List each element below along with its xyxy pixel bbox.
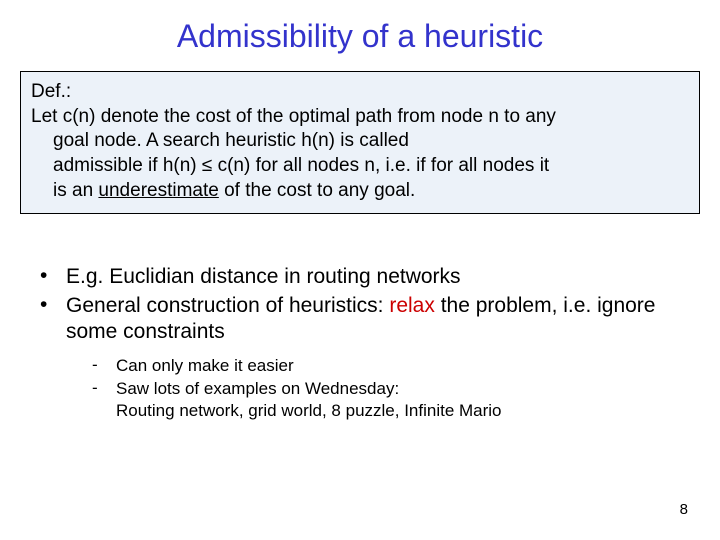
bullet-text-a: General construction of heuristics:	[66, 294, 389, 317]
bullet-marker: •	[40, 264, 66, 290]
bullet-marker: •	[40, 293, 66, 346]
def-label: Def.:	[31, 80, 689, 105]
bullet-text: E.g. Euclidian distance in routing netwo…	[66, 264, 700, 290]
bullet-item: • General construction of heuristics: re…	[40, 293, 700, 346]
page-number: 8	[680, 501, 688, 518]
slide: Admissibility of a heuristic Def.: Let c…	[0, 0, 720, 540]
subbullet-marker: -	[92, 378, 116, 421]
def-line3b: if h(n) ≤ c(n) for all nodes n, i.e. if …	[143, 155, 549, 176]
def-line4b: of the cost to any goal.	[219, 180, 415, 201]
def-line4a: is an	[53, 180, 98, 201]
bullet-text: General construction of heuristics: rela…	[66, 293, 700, 346]
subbullet-marker: -	[92, 355, 116, 376]
def-body: Let c(n) denote the cost of the optimal …	[31, 105, 689, 204]
bullet-item: • E.g. Euclidian distance in routing net…	[40, 264, 700, 290]
subbullet-item: - Saw lots of examples on Wednesday:Rout…	[92, 378, 700, 421]
slide-title: Admissibility of a heuristic	[20, 18, 700, 55]
def-line3a: admissible	[53, 155, 143, 176]
definition-box: Def.: Let c(n) denote the cost of the op…	[20, 71, 700, 214]
def-line1: Let c(n) denote the cost of the optimal …	[31, 106, 556, 127]
bullet-accent: relax	[389, 294, 435, 317]
def-underestimate: underestimate	[98, 180, 218, 201]
subbullet-list: - Can only make it easier - Saw lots of …	[40, 355, 700, 421]
subbullet-text: Saw lots of examples on Wednesday:Routin…	[116, 378, 700, 421]
def-line2: goal node. A search heuristic h(n) is ca…	[53, 130, 409, 151]
bullet-list: • E.g. Euclidian distance in routing net…	[20, 264, 700, 421]
subbullet-item: - Can only make it easier	[92, 355, 700, 376]
subbullet-text: Can only make it easier	[116, 355, 700, 376]
